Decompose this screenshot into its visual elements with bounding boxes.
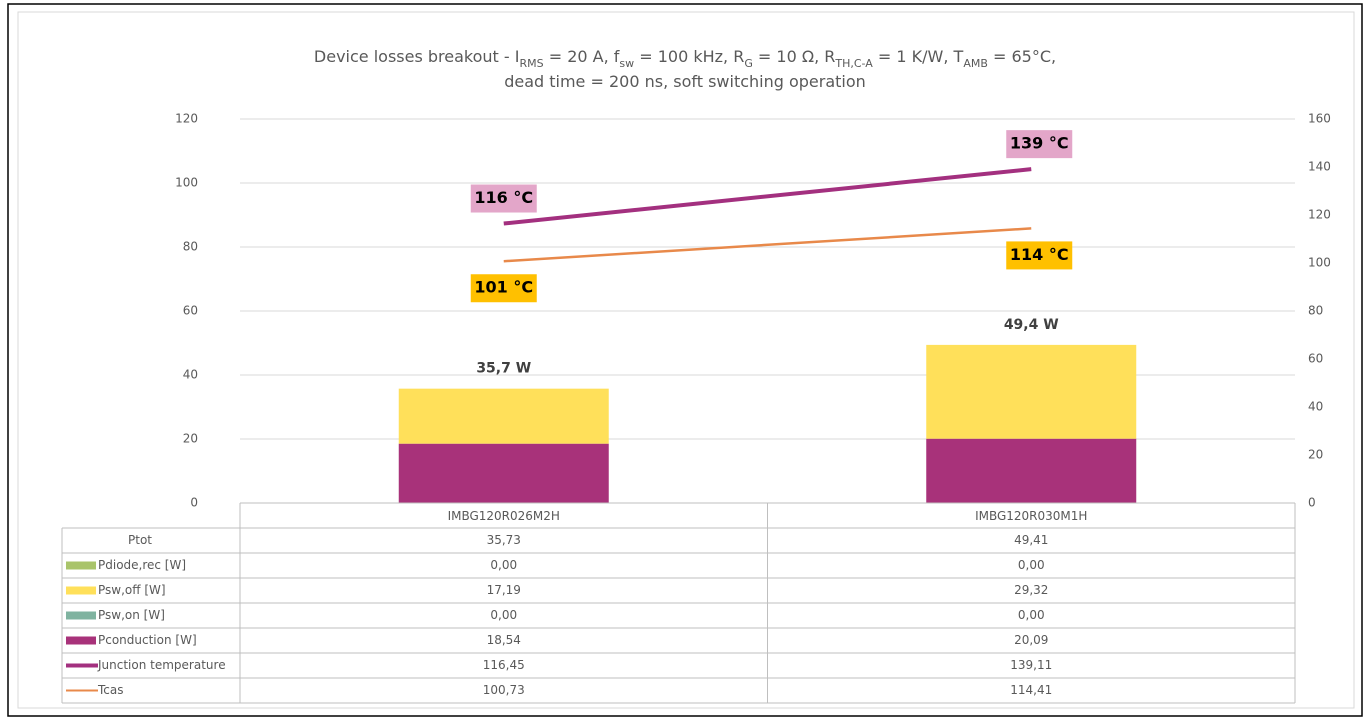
table-value: 29,32 <box>1014 583 1048 597</box>
title-run: = 1 K/W, T <box>873 47 964 66</box>
table-value: 20,09 <box>1014 633 1048 647</box>
legend-label: Psw,on [W] <box>98 608 165 622</box>
y-tick-label: 40 <box>183 368 198 382</box>
point-label: 114 °C <box>1010 245 1069 264</box>
chart-title: Device losses breakout - IRMS = 20 A, fs… <box>314 47 1056 70</box>
y-tick-label: 80 <box>183 240 198 254</box>
total-label: 35,7 W <box>476 361 531 377</box>
y2-tick-label: 0 <box>1308 496 1316 510</box>
legend-key <box>66 561 96 570</box>
y2-tick-label: 40 <box>1308 400 1323 414</box>
legend-label: Tcas <box>97 683 124 697</box>
legend-label: Ptot <box>128 533 152 547</box>
legend-key <box>66 586 96 595</box>
y2-tick-label: 160 <box>1308 112 1331 126</box>
title-run: AMB <box>963 57 988 70</box>
bar <box>398 388 609 444</box>
bar <box>398 443 609 503</box>
chart-title: dead time = 200 ns, soft switching opera… <box>504 72 866 91</box>
legend-key <box>66 636 96 645</box>
title-run: TH,C-A <box>834 57 873 70</box>
point-label: 139 °C <box>1010 134 1069 153</box>
table-value: 0,00 <box>1018 608 1045 622</box>
x-tick-label: IMBG120R030M1H <box>975 509 1087 523</box>
table-value: 0,00 <box>490 608 517 622</box>
y2-tick-label: 120 <box>1308 208 1331 222</box>
table-value: 114,41 <box>1010 683 1052 697</box>
title-run: G <box>744 57 753 70</box>
bar <box>926 344 1137 439</box>
frame <box>7 3 1363 717</box>
y2-tick-label: 60 <box>1308 352 1323 366</box>
title-run: = 100 kHz, R <box>634 47 744 66</box>
y2-tick-label: 20 <box>1308 448 1323 462</box>
title-run: sw <box>619 57 634 70</box>
y-tick-label: 0 <box>190 496 198 510</box>
title-run: = 10 Ω, R <box>753 47 836 66</box>
table-value: 35,73 <box>487 533 521 547</box>
table-value: 139,11 <box>1010 658 1052 672</box>
table-value: 17,19 <box>487 583 521 597</box>
legend-key <box>66 611 96 620</box>
point-label-box <box>1006 130 1073 159</box>
title-run: RMS <box>519 57 543 70</box>
point-label-box <box>470 184 537 213</box>
title-run: = 65°C, <box>988 47 1056 66</box>
x-tick-label: IMBG120R026M2H <box>448 509 560 523</box>
legend-label: Pconduction [W] <box>98 633 197 647</box>
bar <box>926 438 1137 503</box>
table-value: 0,00 <box>490 558 517 572</box>
point-label-box <box>1006 241 1073 270</box>
title-run: dead time = 200 ns, soft switching opera… <box>504 72 866 91</box>
table-value: 0,00 <box>1018 558 1045 572</box>
total-label: 49,4 W <box>1004 317 1059 333</box>
y2-tick-label: 140 <box>1308 160 1331 174</box>
point-label: 101 °C <box>474 278 533 297</box>
table-value: 100,73 <box>483 683 525 697</box>
legend-label: Pdiode,rec [W] <box>98 558 186 572</box>
point-label-box <box>470 274 537 303</box>
y-tick-label: 120 <box>175 112 198 126</box>
line <box>503 167 1032 226</box>
legend-label: Psw,off [W] <box>98 583 166 597</box>
title-run: Device losses breakout - I <box>314 47 520 66</box>
plot-frame <box>17 11 1355 709</box>
table-value: 116,45 <box>483 658 525 672</box>
point-label: 116 °C <box>474 188 533 207</box>
y-tick-label: 60 <box>183 304 198 318</box>
y2-tick-label: 100 <box>1308 256 1331 270</box>
table-value: 18,54 <box>487 633 521 647</box>
y-tick-label: 20 <box>183 432 198 446</box>
table-value: 49,41 <box>1014 533 1048 547</box>
y2-tick-label: 80 <box>1308 304 1323 318</box>
line <box>503 227 1032 263</box>
legend-label: Junction temperature <box>97 658 226 672</box>
title-run: = 20 A, f <box>544 47 620 66</box>
y-tick-label: 100 <box>175 176 198 190</box>
